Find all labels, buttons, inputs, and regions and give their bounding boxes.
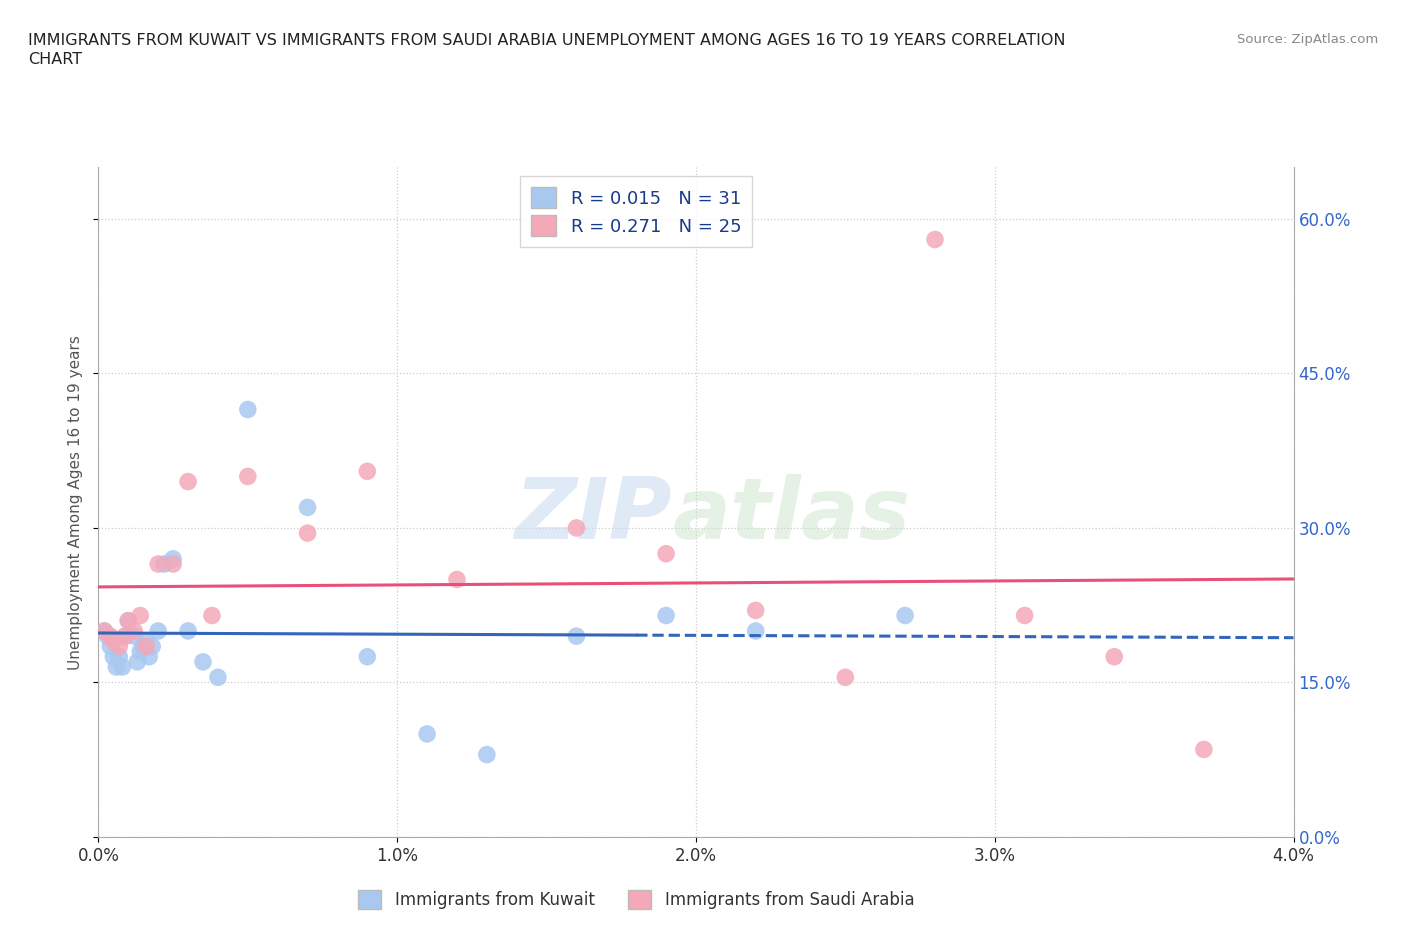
Point bbox=[894, 608, 917, 623]
Point bbox=[191, 655, 214, 670]
Point bbox=[129, 608, 152, 623]
Point bbox=[1192, 742, 1215, 757]
Point bbox=[236, 402, 259, 417]
Point bbox=[745, 603, 768, 618]
Point bbox=[297, 500, 319, 515]
Point bbox=[655, 546, 678, 561]
Y-axis label: Unemployment Among Ages 16 to 19 years: Unemployment Among Ages 16 to 19 years bbox=[67, 335, 83, 670]
Point bbox=[297, 525, 319, 540]
Point bbox=[236, 469, 259, 484]
Point bbox=[96, 629, 118, 644]
Point bbox=[129, 644, 152, 659]
Point bbox=[655, 608, 678, 623]
Point bbox=[117, 613, 139, 628]
Point bbox=[148, 623, 170, 638]
Point bbox=[111, 659, 134, 674]
Point bbox=[135, 634, 157, 649]
Point bbox=[356, 649, 378, 664]
Point bbox=[108, 649, 131, 664]
Point bbox=[162, 551, 184, 566]
Text: atlas: atlas bbox=[672, 474, 910, 557]
Text: ZIP: ZIP bbox=[515, 474, 672, 557]
Point bbox=[108, 639, 131, 654]
Point bbox=[1014, 608, 1036, 623]
Point bbox=[153, 556, 176, 571]
Point bbox=[132, 639, 155, 654]
Point bbox=[416, 726, 439, 741]
Point bbox=[124, 629, 146, 644]
Point bbox=[93, 623, 115, 638]
Point bbox=[201, 608, 224, 623]
Point bbox=[135, 639, 157, 654]
Point bbox=[834, 670, 856, 684]
Point bbox=[105, 659, 128, 674]
Point bbox=[177, 623, 200, 638]
Point bbox=[103, 649, 125, 664]
Point bbox=[745, 623, 768, 638]
Point bbox=[127, 655, 149, 670]
Point bbox=[141, 639, 163, 654]
Point bbox=[103, 634, 125, 649]
Point bbox=[924, 232, 946, 247]
Point bbox=[1102, 649, 1125, 664]
Point bbox=[565, 629, 588, 644]
Point bbox=[356, 464, 378, 479]
Point bbox=[162, 556, 184, 571]
Legend: Immigrants from Kuwait, Immigrants from Saudi Arabia: Immigrants from Kuwait, Immigrants from … bbox=[352, 884, 921, 916]
Point bbox=[98, 629, 122, 644]
Point bbox=[177, 474, 200, 489]
Point bbox=[148, 556, 170, 571]
Point bbox=[114, 629, 136, 644]
Point bbox=[446, 572, 468, 587]
Point bbox=[138, 649, 160, 664]
Point bbox=[93, 623, 115, 638]
Point bbox=[117, 613, 139, 628]
Point bbox=[475, 747, 498, 762]
Point bbox=[98, 639, 122, 654]
Point bbox=[207, 670, 229, 684]
Point bbox=[114, 629, 136, 644]
Point bbox=[565, 521, 588, 536]
Point bbox=[124, 623, 146, 638]
Text: Source: ZipAtlas.com: Source: ZipAtlas.com bbox=[1237, 33, 1378, 46]
Text: IMMIGRANTS FROM KUWAIT VS IMMIGRANTS FROM SAUDI ARABIA UNEMPLOYMENT AMONG AGES 1: IMMIGRANTS FROM KUWAIT VS IMMIGRANTS FRO… bbox=[28, 33, 1066, 67]
